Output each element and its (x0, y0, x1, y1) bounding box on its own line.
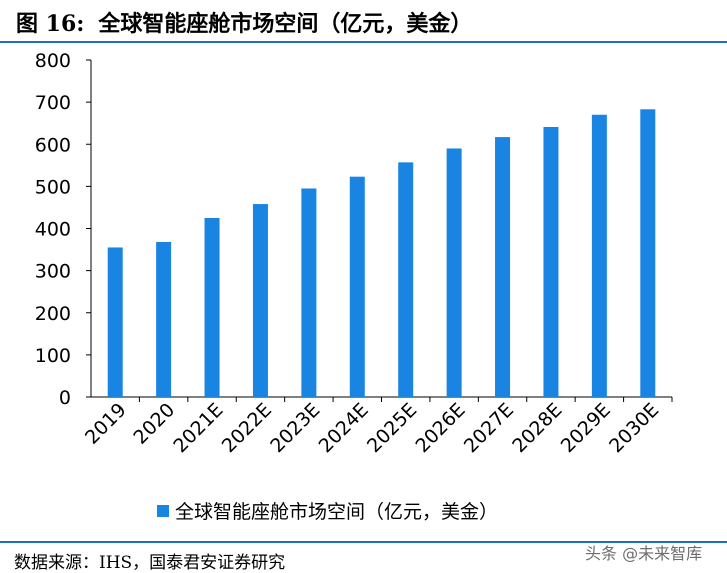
y-tick-label: 0 (59, 387, 71, 409)
watermark: 头条 @未来智库 (585, 544, 703, 563)
y-tick-label: 400 (35, 219, 71, 241)
x-tick-label: 2027E (460, 399, 518, 457)
source-note: 数据来源：IHS，国泰君安证券研究 (14, 553, 286, 573)
bar (204, 217, 220, 397)
y-tick-label: 200 (35, 303, 71, 325)
top-divider (0, 41, 727, 43)
bar (301, 188, 317, 397)
bar-chart: 0 100 200 300 400 500 600 700 800 201920202021E2… (35, 50, 673, 457)
y-tick-label: 800 (35, 50, 71, 72)
x-tick-label: 2028E (508, 399, 566, 457)
legend-label: 全球智能座舱市场空间（亿元，美金） (175, 501, 499, 523)
x-tick-label: 2022E (218, 399, 276, 457)
x-tick-label: 2023E (266, 399, 324, 457)
x-tick-label: 2025E (363, 399, 421, 457)
figure-number: 图 16: (16, 11, 85, 37)
bar (349, 176, 365, 397)
bar (640, 109, 656, 397)
bars (107, 109, 656, 397)
x-tick-label: 2030E (605, 399, 663, 457)
x-tick-label: 2021E (169, 399, 227, 457)
y-tick-label: 100 (35, 345, 71, 367)
legend: 全球智能座舱市场空间（亿元，美金） (157, 497, 498, 524)
chart-title: 全球智能座舱市场空间（亿元，美金） (98, 11, 473, 37)
y-tick-label: 500 (35, 176, 71, 198)
x-tick-label: 2024E (315, 399, 373, 457)
bar (446, 148, 462, 397)
bottom-divider (0, 541, 727, 543)
y-axis: 0 100 200 300 400 500 600 700 800 (35, 50, 92, 409)
x-tick-label: 2029E (557, 399, 615, 457)
bar (252, 204, 268, 397)
y-tick-label: 300 (35, 261, 71, 283)
x-tick-label: 2026E (411, 399, 469, 457)
x-tick-label: 2019 (81, 399, 131, 449)
figure-title: 图 16: 全球智能座舱市场空间（亿元，美金） (16, 6, 472, 38)
bar (398, 162, 414, 397)
x-axis: 201920202021E2022E2023E2024E2025E2026E20… (81, 396, 673, 457)
y-tick-label: 600 (35, 134, 71, 156)
legend-swatch (157, 504, 169, 517)
bar (156, 241, 172, 397)
bar (543, 126, 559, 397)
bar (107, 247, 123, 397)
bar (591, 114, 607, 397)
y-tick-label: 700 (35, 92, 71, 114)
bar (495, 137, 511, 397)
